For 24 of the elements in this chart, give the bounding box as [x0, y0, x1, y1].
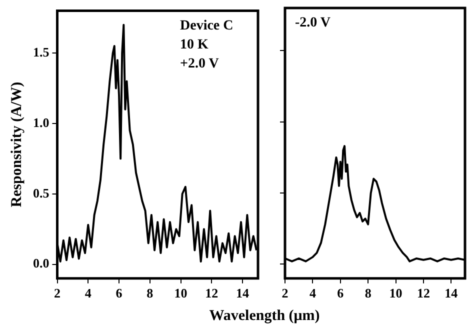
x-tick-label: 4 — [309, 286, 316, 301]
x-tick-label: 12 — [205, 286, 218, 301]
y-axis-title: Responsivity (A/W) — [8, 82, 25, 208]
x-tick-label: 2 — [54, 286, 60, 301]
x-tick-label: 12 — [416, 286, 430, 301]
annotation: +2.0 V — [180, 56, 219, 72]
annotation: Device C — [180, 18, 234, 34]
x-tick-label: 8 — [146, 286, 154, 301]
x-tick-label: 6 — [116, 286, 123, 301]
x-tick-label: 14 — [236, 286, 250, 301]
annotation: -2.0 V — [295, 16, 331, 31]
y-tick-label: 0.0 — [33, 256, 50, 271]
x-tick-label: 10 — [389, 286, 402, 301]
y-tick-label: 0.5 — [33, 185, 50, 200]
x-tick-label: 10 — [174, 286, 188, 301]
x-axis-title: Wavelength (μm) — [208, 308, 321, 325]
y-tick-label: 1.5 — [33, 44, 50, 60]
x-tick-label: 6 — [337, 286, 344, 301]
y-tick-label: 1.0 — [33, 114, 50, 130]
x-tick-label: 8 — [364, 286, 372, 301]
x-tick-label: 14 — [444, 286, 458, 301]
x-tick-label: 2 — [282, 286, 288, 301]
annotation: 10 K — [180, 37, 208, 52]
x-tick-label: 4 — [84, 286, 92, 301]
